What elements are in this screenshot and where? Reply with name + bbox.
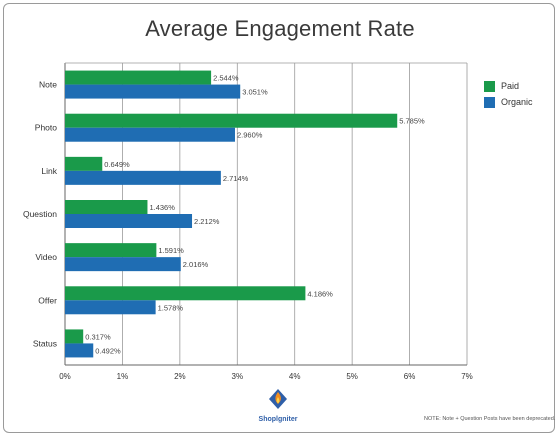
bar-paid <box>65 156 103 171</box>
data-label-organic: 2.212% <box>194 217 220 226</box>
x-tick-label: 0% <box>59 372 71 381</box>
legend-item-organic: Organic <box>484 94 533 110</box>
category-label: Status <box>33 338 57 348</box>
bar-paid <box>65 113 398 128</box>
bar-organic <box>65 300 156 315</box>
category-label: Question <box>23 209 57 219</box>
x-tick-label: 6% <box>404 372 416 381</box>
data-label-organic: 3.051% <box>242 88 268 97</box>
x-tick-label: 4% <box>289 372 301 381</box>
data-label-organic: 2.016% <box>183 260 209 269</box>
data-label-organic: 0.492% <box>95 346 121 355</box>
shopigniter-logo: Shoplgniter <box>258 388 298 423</box>
category-label: Video <box>35 252 57 262</box>
bar-paid <box>65 200 148 214</box>
data-label-paid: 4.186% <box>307 289 333 298</box>
x-tick-label: 1% <box>117 372 129 381</box>
bar-organic <box>65 127 235 142</box>
legend-label-organic: Organic <box>501 97 533 107</box>
category-label: Offer <box>38 295 57 305</box>
logo-text: Shoplgniter <box>258 416 298 423</box>
category-label: Note <box>39 80 57 90</box>
bar-organic <box>65 84 241 99</box>
data-label-organic: 2.714% <box>223 174 249 183</box>
category-label: Link <box>41 166 57 176</box>
data-label-paid: 1.591% <box>158 246 184 255</box>
x-tick-label: 3% <box>232 372 244 381</box>
data-label-paid: 0.317% <box>85 332 111 341</box>
bar-paid <box>65 329 84 344</box>
category-label: Photo <box>35 123 57 133</box>
legend-label-paid: Paid <box>501 81 520 91</box>
bar-organic <box>65 214 193 228</box>
bar-paid <box>65 70 212 85</box>
footnote: NOTE: Note + Question Posts have been de… <box>424 416 556 422</box>
legend-swatch-paid <box>484 80 495 92</box>
flame-logo-icon <box>269 389 287 409</box>
legend-swatch-organic <box>484 96 495 108</box>
data-label-paid: 5.785% <box>399 117 425 126</box>
chart-title: Average Engagement Rate <box>145 16 415 41</box>
legend: Paid Organic <box>484 78 533 110</box>
legend-item-paid: Paid <box>484 78 533 94</box>
bar-organic <box>65 257 181 272</box>
bar-organic <box>65 170 221 185</box>
data-label-organic: 1.578% <box>158 303 184 312</box>
data-label-paid: 2.544% <box>213 74 239 83</box>
bar-organic <box>65 343 94 358</box>
x-tick-label: 2% <box>174 372 186 381</box>
data-label-organic: 2.960% <box>237 131 263 140</box>
bar-paid <box>65 286 306 301</box>
x-tick-label: 5% <box>346 372 358 381</box>
bar-paid <box>65 243 157 258</box>
data-label-paid: 0.649% <box>104 160 130 169</box>
data-label-paid: 1.436% <box>149 203 175 212</box>
x-tick-label: 7% <box>461 372 473 381</box>
